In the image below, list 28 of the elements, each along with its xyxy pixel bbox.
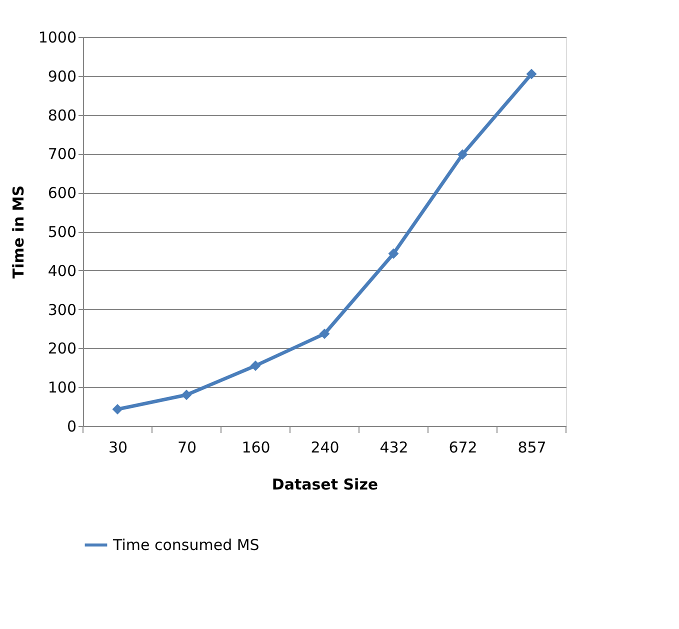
legend-label: Time consumed MS [112,536,260,554]
x-tick-label: 432 [380,438,408,456]
x-axis-title: Dataset Size [272,476,378,494]
point [388,248,399,259]
y-tick-label: 700 [48,145,76,164]
x-tick-label: 70 [177,438,197,456]
x-tick-label: 30 [108,438,128,456]
point [250,360,261,371]
y-tick-label: 100 [48,378,76,397]
y-axis-title: Time in MS [9,185,28,279]
x-tick-label: 160 [242,438,270,456]
y-tick-label: 300 [48,300,76,319]
y-tick-label: 1000 [38,28,76,46]
y-tick-label: 0 [66,418,76,436]
x-tick-label: 857 [518,438,546,456]
y-tick-label: 600 [48,184,76,202]
point [457,149,468,160]
point [319,328,330,340]
point [112,404,123,415]
y-tick-label: 900 [48,67,76,86]
y-tick-label: 200 [48,340,76,358]
point [181,390,192,400]
x-tick-label: 672 [448,438,478,456]
point [526,68,537,80]
y-tick-label: 400 [48,262,76,280]
y-tick-label: 800 [48,106,76,124]
x-tick-label: 240 [310,438,340,456]
y-tick-label: 500 [48,223,76,241]
